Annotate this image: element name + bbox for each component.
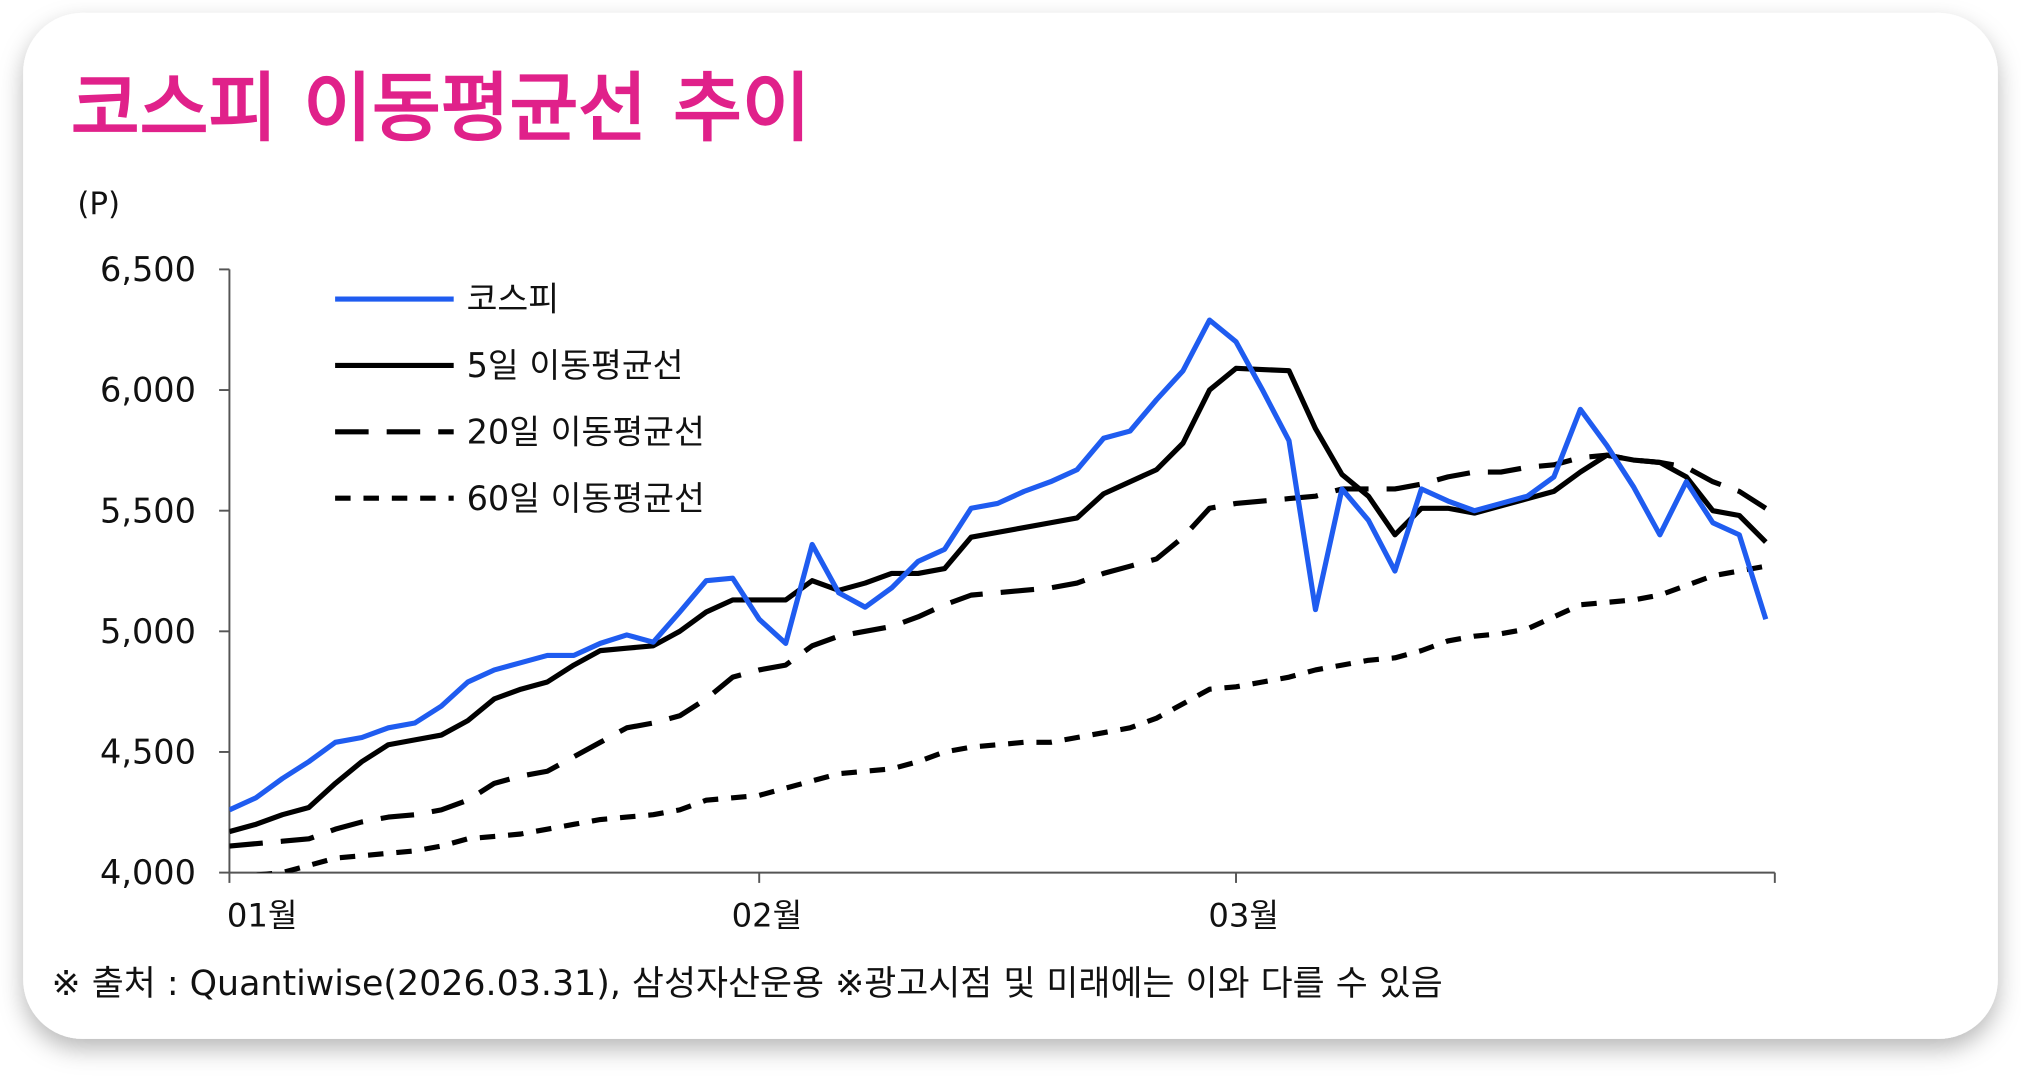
y-tick-label: 4,500 [100, 733, 196, 772]
y-tick-label: 5,000 [100, 612, 196, 651]
x-tick-label: 01월 [227, 897, 298, 935]
card [23, 12, 1998, 1039]
legend-label: 20일 이동평균선 [467, 412, 705, 451]
x-tick-label: 02월 [732, 897, 803, 935]
y-tick-label: 6,500 [100, 250, 196, 289]
legend-label: 5일 이동평균선 [467, 346, 684, 385]
source-note: ※ 출처 : Quantiwise(2026.03.31), 삼성자산운용 ※광… [52, 964, 1443, 1004]
plot-area [229, 317, 1769, 873]
y-axis-label: (P) [77, 186, 120, 222]
x-tick-label: 03월 [1208, 897, 1279, 935]
chart-title: 코스피 이동평균선 추이 [71, 65, 811, 152]
legend-label: 60일 이동평균선 [467, 479, 705, 518]
y-tick-label: 4,000 [100, 853, 196, 892]
y-tick-label: 6,000 [100, 371, 196, 410]
series-line [254, 563, 1767, 873]
y-tick-label: 5,500 [100, 491, 196, 530]
legend-label: 코스피 [467, 280, 559, 319]
series-line [229, 452, 1768, 849]
series-line [229, 317, 1769, 813]
